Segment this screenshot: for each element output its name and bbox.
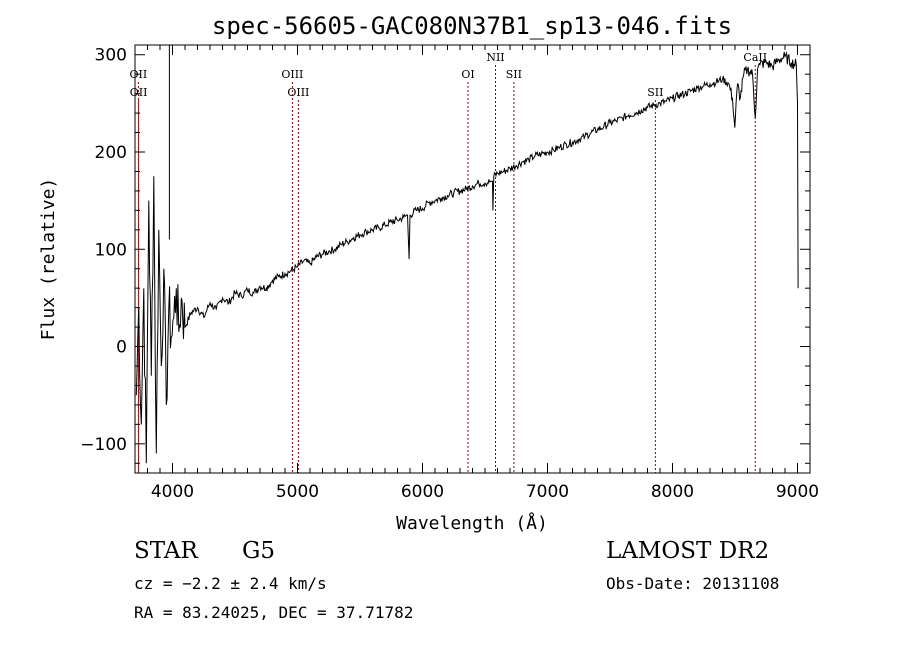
y-axis-label: Flux (relative): [38, 178, 59, 341]
spectrum-series: [135, 45, 799, 464]
emission-line-label: OIII: [281, 68, 303, 81]
y-tick-label: 100: [95, 240, 127, 260]
emission-line-label: OII: [130, 86, 148, 99]
emission-line-label: NII: [486, 51, 504, 64]
y-tick-label: 300: [95, 46, 127, 66]
x-tick-label: 8000: [651, 482, 694, 502]
emission-line-label: SII: [506, 68, 522, 81]
redshift-value: cz = −2.2 ± 2.4 km/s: [134, 574, 327, 593]
object-subclass: G5: [242, 538, 276, 564]
x-tick-label: 4000: [151, 482, 194, 502]
object-class: STAR: [134, 538, 198, 564]
x-tick-label: 6000: [401, 482, 444, 502]
x-axis-label: Wavelength (Å): [396, 512, 548, 534]
y-tick-label: −100: [80, 435, 127, 455]
axis-ticks: [135, 45, 811, 473]
emission-line-label: OIII: [287, 86, 309, 99]
axis-tick-labels: 4000 5000 6000 7000 8000 9000 −100 0 100 200 300: [80, 46, 819, 502]
observation-date: Obs-Date: 20131108: [606, 574, 780, 593]
coordinates: RA = 83.24025, DEC = 37.71782: [134, 603, 414, 622]
y-tick-label: 0: [116, 338, 127, 358]
emission-line-label: SII: [647, 86, 663, 99]
x-tick-label: 7000: [526, 482, 569, 502]
chart-title: spec-56605-GAC080N37B1_sp13-046.fits: [212, 12, 732, 40]
emission-line-label: OI: [461, 68, 474, 81]
y-tick-label: 200: [95, 143, 127, 163]
x-tick-label: 9000: [776, 482, 819, 502]
survey-name: LAMOST DR2: [606, 538, 770, 564]
spectrum-line: [135, 51, 799, 464]
x-tick-label: 5000: [276, 482, 319, 502]
plot-frame: [134, 44, 811, 474]
